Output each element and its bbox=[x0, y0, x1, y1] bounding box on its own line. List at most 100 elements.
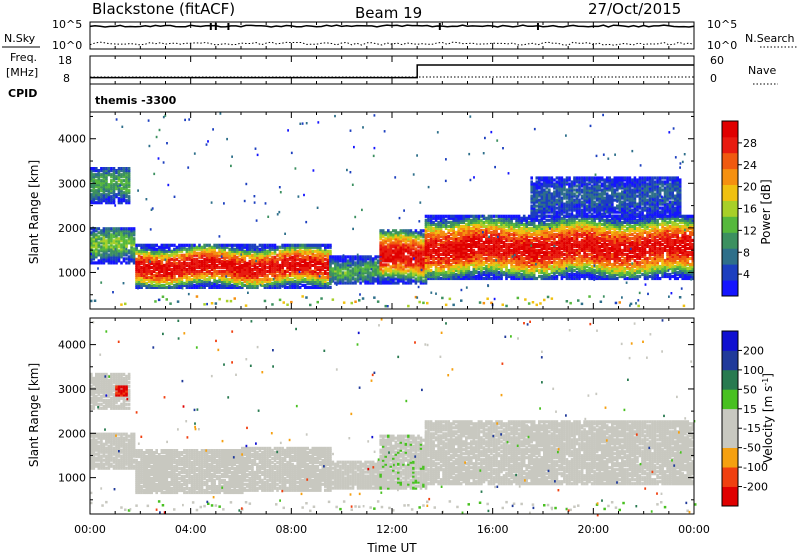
echo-cell bbox=[319, 257, 322, 261]
echo-cell bbox=[585, 268, 589, 273]
echo-cell bbox=[248, 249, 252, 253]
echo-cell bbox=[364, 261, 367, 265]
echo-cell bbox=[215, 263, 219, 267]
echo-cell bbox=[527, 250, 531, 254]
echo-cell bbox=[308, 273, 312, 277]
echo-cell bbox=[248, 263, 252, 267]
echo-cell bbox=[432, 250, 435, 254]
echo-cell bbox=[462, 254, 466, 258]
echo-cell bbox=[548, 230, 551, 234]
echo-cell bbox=[213, 285, 216, 289]
echo-cell bbox=[97, 169, 101, 173]
echo-cell bbox=[532, 228, 536, 232]
echo-cell bbox=[105, 239, 108, 243]
echo-cell bbox=[346, 265, 350, 269]
echo-cell bbox=[173, 259, 176, 263]
echo-cell bbox=[588, 238, 591, 242]
echo-cell bbox=[522, 240, 526, 244]
echo-cell bbox=[600, 244, 604, 248]
freq-tick-top: 18 bbox=[58, 54, 72, 67]
echo-cell bbox=[550, 268, 554, 273]
echo-cell bbox=[241, 257, 244, 261]
echo-cell bbox=[316, 271, 320, 275]
echo-cell bbox=[459, 224, 463, 228]
echo-cell bbox=[276, 261, 279, 265]
echo-cell bbox=[339, 269, 342, 273]
echo-cell bbox=[223, 257, 226, 261]
echo-cell bbox=[238, 257, 242, 261]
echo-cell bbox=[387, 237, 390, 241]
echo-cell bbox=[225, 263, 229, 267]
echo-cell bbox=[291, 259, 294, 263]
echo-cell bbox=[273, 251, 277, 255]
echo-cell bbox=[424, 250, 428, 254]
echo-cell bbox=[110, 199, 113, 203]
echo-cell bbox=[351, 261, 355, 265]
echo-cell bbox=[100, 183, 103, 187]
echo-cell bbox=[472, 258, 476, 263]
echo-cell bbox=[135, 269, 138, 273]
echo-cell bbox=[170, 249, 174, 253]
echo-cell bbox=[434, 270, 438, 275]
echo-cell bbox=[236, 273, 239, 277]
echo-cell bbox=[155, 265, 158, 269]
echo-cell bbox=[459, 246, 463, 250]
echo-cell bbox=[117, 169, 121, 173]
echo-cell bbox=[210, 263, 214, 267]
echo-cell bbox=[158, 261, 161, 265]
echo-cell bbox=[208, 269, 211, 273]
echo-cell bbox=[553, 274, 556, 279]
echo-cell bbox=[142, 283, 146, 287]
echo-cell bbox=[507, 216, 511, 220]
echo-cell bbox=[595, 228, 599, 232]
echo-cell bbox=[470, 272, 473, 277]
echo-cell bbox=[107, 193, 111, 197]
echo-cell bbox=[132, 261, 136, 265]
echo-cell bbox=[477, 216, 481, 220]
echo-cell bbox=[92, 253, 96, 257]
echo-cell bbox=[95, 185, 98, 189]
echo-cell bbox=[540, 244, 544, 248]
echo-cell bbox=[213, 269, 216, 273]
echo-cell bbox=[349, 265, 352, 269]
echo-cell bbox=[590, 226, 594, 230]
echo-cell bbox=[515, 260, 518, 265]
echo-cell bbox=[256, 255, 259, 259]
echo-cell bbox=[200, 265, 204, 269]
echo-cell bbox=[100, 241, 103, 245]
echo-cell bbox=[107, 249, 111, 253]
echo-cell bbox=[102, 195, 106, 199]
echo-cell bbox=[324, 251, 327, 255]
echo-cell bbox=[346, 259, 350, 263]
echo-cell bbox=[168, 261, 171, 265]
echo-cell bbox=[454, 242, 458, 246]
echo-cell bbox=[311, 285, 315, 289]
echo-cell bbox=[100, 259, 103, 263]
echo-cell bbox=[271, 245, 274, 249]
echo-cell bbox=[532, 220, 536, 224]
echo-cell bbox=[112, 187, 116, 191]
echo-cell bbox=[168, 285, 171, 289]
echo-cell bbox=[459, 232, 463, 236]
echo-cell bbox=[117, 243, 121, 247]
echo-cell bbox=[107, 259, 111, 263]
echo-cell bbox=[90, 167, 93, 171]
echo-cell bbox=[480, 222, 483, 226]
echo-cell bbox=[465, 226, 468, 230]
echo-cell bbox=[487, 258, 491, 263]
echo-cell bbox=[168, 253, 171, 257]
echo-cell bbox=[583, 216, 586, 220]
echo-cell bbox=[200, 269, 204, 273]
echo-cell bbox=[452, 230, 455, 234]
echo-cell bbox=[115, 185, 118, 189]
echo-cell bbox=[263, 263, 267, 267]
echo-cell bbox=[573, 240, 576, 244]
echo-cell bbox=[520, 228, 523, 232]
echo-cell bbox=[319, 279, 322, 283]
echo-cell bbox=[595, 270, 599, 275]
echo-cell bbox=[424, 260, 428, 265]
echo-cell bbox=[258, 279, 262, 283]
echo-cell bbox=[470, 248, 473, 252]
echo-cell bbox=[321, 279, 325, 283]
echo-cell bbox=[319, 261, 322, 265]
